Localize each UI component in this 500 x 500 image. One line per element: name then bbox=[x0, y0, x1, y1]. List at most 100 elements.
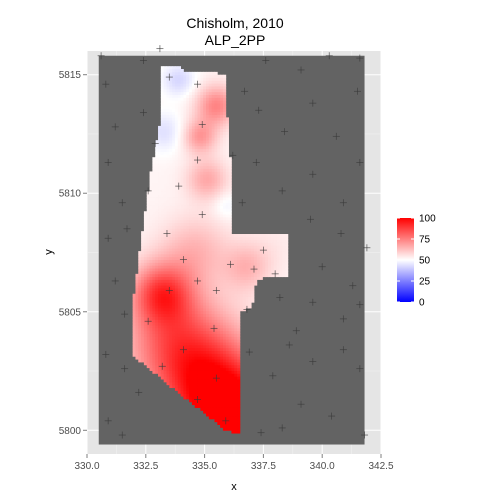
raster-cell bbox=[273, 248, 277, 252]
raster-cell bbox=[200, 185, 204, 189]
raster-cell bbox=[149, 219, 153, 224]
raster-cell bbox=[177, 362, 182, 366]
raster-cell bbox=[214, 336, 218, 340]
raster-cell bbox=[177, 202, 182, 206]
raster-cell bbox=[222, 350, 227, 354]
raster-cell bbox=[194, 91, 198, 96]
raster-cell bbox=[155, 353, 159, 357]
raster-cell bbox=[169, 211, 173, 215]
raster-cell bbox=[186, 325, 190, 329]
raster-cell bbox=[135, 322, 139, 326]
raster-cell bbox=[237, 356, 241, 360]
raster-cell bbox=[160, 259, 165, 263]
raster-cell bbox=[225, 302, 229, 306]
raster-cell bbox=[172, 182, 176, 187]
raster-cell bbox=[245, 299, 249, 303]
raster-cell bbox=[214, 248, 218, 252]
raster-cell bbox=[158, 199, 162, 204]
raster-cell bbox=[163, 103, 167, 107]
raster-cell bbox=[194, 179, 198, 184]
raster-cell bbox=[172, 251, 176, 255]
raster-cell bbox=[228, 399, 232, 403]
raster-cell bbox=[197, 404, 201, 408]
raster-cell bbox=[208, 131, 213, 135]
raster-cell bbox=[186, 171, 190, 175]
raster-cell bbox=[163, 86, 167, 90]
raster-cell bbox=[273, 262, 277, 266]
raster-cell bbox=[186, 123, 190, 127]
raster-cell bbox=[163, 353, 167, 357]
raster-cell bbox=[214, 245, 218, 249]
raster-cell bbox=[166, 71, 170, 76]
raster-cell bbox=[242, 265, 246, 269]
raster-cell bbox=[143, 265, 148, 269]
raster-cell bbox=[189, 125, 193, 130]
raster-cell bbox=[189, 194, 193, 198]
raster-cell bbox=[211, 194, 215, 198]
raster-cell bbox=[132, 310, 136, 315]
raster-cell bbox=[262, 242, 266, 246]
raster-cell bbox=[197, 282, 201, 286]
raster-cell bbox=[191, 214, 196, 218]
raster-cell bbox=[177, 74, 182, 78]
raster-cell bbox=[135, 273, 139, 278]
raster-cell bbox=[191, 168, 196, 172]
raster-cell bbox=[211, 325, 215, 329]
raster-cell bbox=[194, 231, 198, 235]
x-tick-label: 332.5 bbox=[133, 461, 158, 472]
raster-cell bbox=[217, 413, 221, 417]
raster-cell bbox=[191, 242, 196, 246]
raster-cell bbox=[256, 245, 261, 249]
raster-cell bbox=[189, 171, 193, 175]
raster-cell bbox=[166, 145, 170, 150]
raster-cell bbox=[172, 154, 176, 158]
raster-cell bbox=[242, 245, 246, 249]
raster-cell bbox=[172, 305, 176, 309]
raster-cell bbox=[189, 302, 193, 306]
raster-cell bbox=[191, 253, 196, 258]
raster-cell bbox=[152, 339, 156, 343]
raster-cell bbox=[189, 307, 193, 312]
raster-cell bbox=[217, 199, 221, 204]
raster-cell bbox=[174, 367, 179, 371]
raster-cell bbox=[206, 373, 210, 377]
raster-cell bbox=[177, 339, 182, 343]
raster-cell bbox=[208, 302, 213, 306]
raster-cell bbox=[177, 103, 182, 107]
raster-cell bbox=[203, 140, 207, 144]
raster-cell bbox=[225, 228, 229, 232]
raster-cell bbox=[163, 285, 167, 289]
raster-cell bbox=[149, 313, 153, 317]
raster-cell bbox=[132, 307, 136, 312]
raster-cell bbox=[265, 239, 269, 243]
raster-cell bbox=[189, 376, 193, 380]
raster-cell bbox=[191, 140, 196, 144]
raster-cell bbox=[200, 191, 204, 195]
raster-cell bbox=[163, 151, 167, 155]
raster-cell bbox=[163, 234, 167, 238]
raster-cell bbox=[166, 234, 170, 238]
raster-cell bbox=[177, 106, 182, 110]
raster-cell bbox=[132, 319, 136, 323]
raster-cell bbox=[237, 339, 241, 343]
raster-cell bbox=[177, 390, 182, 394]
raster-cell bbox=[234, 268, 238, 272]
raster-cell bbox=[253, 273, 258, 278]
raster-cell bbox=[152, 265, 156, 269]
booth-marker bbox=[297, 66, 305, 74]
raster-cell bbox=[183, 71, 187, 76]
raster-cell bbox=[186, 137, 190, 141]
raster-cell bbox=[160, 106, 165, 110]
raster-cell bbox=[169, 282, 173, 286]
raster-cell bbox=[163, 208, 167, 212]
raster-cell bbox=[172, 259, 176, 263]
raster-cell bbox=[200, 111, 204, 115]
raster-cell bbox=[225, 339, 229, 343]
raster-cell bbox=[222, 239, 227, 243]
raster-cell bbox=[169, 137, 173, 141]
raster-cell bbox=[206, 111, 210, 115]
raster-cell bbox=[160, 165, 165, 169]
raster-cell bbox=[186, 262, 190, 266]
raster-cell bbox=[214, 251, 218, 255]
